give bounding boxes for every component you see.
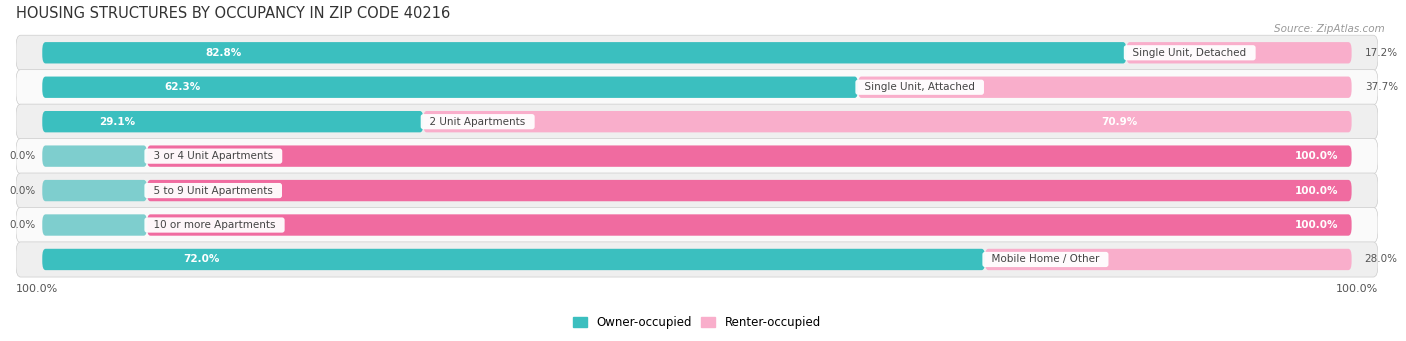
FancyBboxPatch shape (15, 242, 1378, 277)
FancyBboxPatch shape (423, 111, 1351, 132)
Text: Single Unit, Detached: Single Unit, Detached (1126, 48, 1253, 58)
Text: 0.0%: 0.0% (10, 220, 35, 230)
FancyBboxPatch shape (15, 207, 1378, 242)
Text: 10 or more Apartments: 10 or more Apartments (148, 220, 283, 230)
FancyBboxPatch shape (42, 42, 1126, 63)
Text: 100.0%: 100.0% (15, 284, 58, 294)
Text: Single Unit, Attached: Single Unit, Attached (858, 82, 981, 92)
Text: 0.0%: 0.0% (10, 151, 35, 161)
Text: 0.0%: 0.0% (10, 186, 35, 196)
Text: 100.0%: 100.0% (1295, 151, 1339, 161)
Text: 37.7%: 37.7% (1365, 82, 1398, 92)
Legend: Owner-occupied, Renter-occupied: Owner-occupied, Renter-occupied (568, 311, 825, 334)
FancyBboxPatch shape (148, 214, 1351, 236)
Text: HOUSING STRUCTURES BY OCCUPANCY IN ZIP CODE 40216: HOUSING STRUCTURES BY OCCUPANCY IN ZIP C… (15, 5, 450, 20)
FancyBboxPatch shape (1126, 42, 1351, 63)
FancyBboxPatch shape (42, 180, 148, 201)
Text: 100.0%: 100.0% (1295, 220, 1339, 230)
Text: 3 or 4 Unit Apartments: 3 or 4 Unit Apartments (148, 151, 280, 161)
Text: 100.0%: 100.0% (1336, 284, 1378, 294)
Text: 100.0%: 100.0% (1295, 186, 1339, 196)
Text: 82.8%: 82.8% (205, 48, 242, 58)
FancyBboxPatch shape (15, 173, 1378, 208)
Text: 28.0%: 28.0% (1365, 254, 1398, 265)
Text: Mobile Home / Other: Mobile Home / Other (986, 254, 1107, 265)
Text: 2 Unit Apartments: 2 Unit Apartments (423, 117, 531, 127)
Text: 72.0%: 72.0% (184, 254, 221, 265)
FancyBboxPatch shape (15, 104, 1378, 139)
FancyBboxPatch shape (42, 214, 148, 236)
FancyBboxPatch shape (42, 76, 858, 98)
FancyBboxPatch shape (42, 111, 423, 132)
FancyBboxPatch shape (858, 76, 1351, 98)
FancyBboxPatch shape (986, 249, 1351, 270)
FancyBboxPatch shape (148, 146, 1351, 167)
Text: 70.9%: 70.9% (1101, 117, 1137, 127)
Text: 5 to 9 Unit Apartments: 5 to 9 Unit Apartments (148, 186, 280, 196)
Text: 29.1%: 29.1% (100, 117, 135, 127)
Text: Source: ZipAtlas.com: Source: ZipAtlas.com (1274, 24, 1385, 34)
Text: 62.3%: 62.3% (165, 82, 201, 92)
FancyBboxPatch shape (15, 35, 1378, 70)
FancyBboxPatch shape (15, 70, 1378, 105)
FancyBboxPatch shape (148, 180, 1351, 201)
FancyBboxPatch shape (15, 138, 1378, 174)
FancyBboxPatch shape (42, 249, 986, 270)
Text: 17.2%: 17.2% (1365, 48, 1398, 58)
FancyBboxPatch shape (42, 146, 148, 167)
